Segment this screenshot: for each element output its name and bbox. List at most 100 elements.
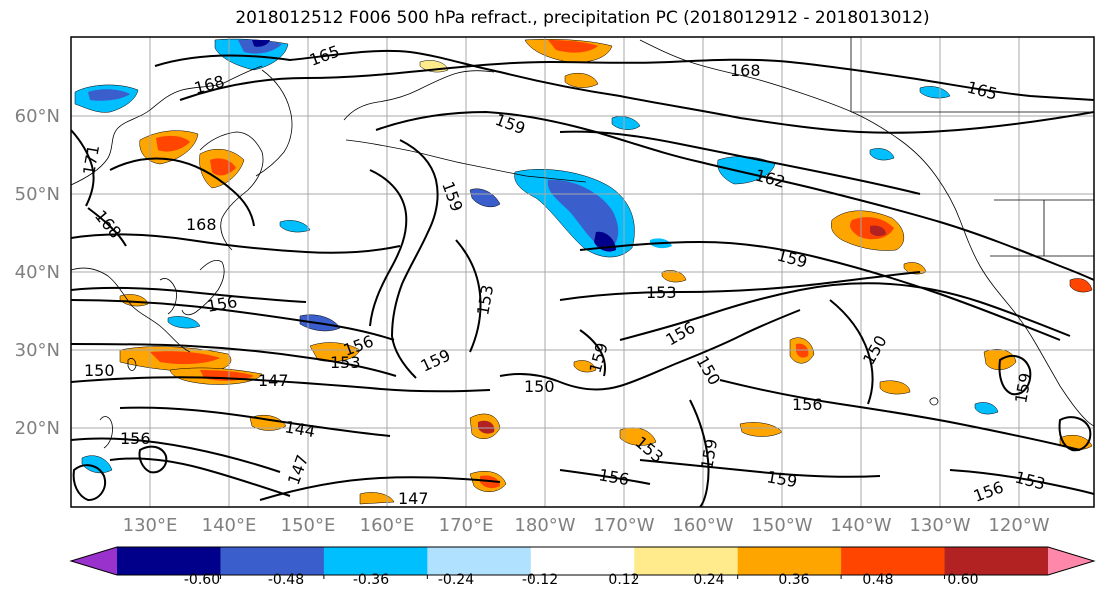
contour-156-f [559,469,651,485]
lon-label: 160°W [672,515,733,536]
contour-159-c [579,240,1061,341]
china-coast [71,267,191,353]
neg-shade-top-dark [252,40,270,47]
colorbar-tick-label: -0.48 [268,572,304,588]
lon-label: 130°E [123,515,178,536]
map-frame [70,36,1095,508]
asia-coast [71,65,263,186]
neg-shade-j [81,455,113,474]
pos-shade-ne-dark [870,225,886,237]
hawaii [929,397,939,406]
colorbar-tick-label: -0.24 [438,572,474,588]
lon-label: 120°W [988,515,1049,536]
contour-loop-a [138,445,168,474]
pos-shade-top-core [548,40,598,53]
precipitation-shading [74,38,1093,505]
contour-label: 147 [258,371,289,390]
contour-150-c [829,299,874,405]
lat-label: 50°N [15,184,60,205]
colorbar-tick-label: 0.12 [608,572,639,588]
contour-147-b [259,476,501,501]
contour-162-a [559,130,921,195]
contour-label: 153 [646,283,677,302]
contour-159-e [689,399,710,507]
contour-153-b [71,286,307,303]
bering-coast [343,70,495,121]
contour-label: 147 [398,489,429,508]
lon-label: 160°E [360,515,415,536]
lon-label: 170°E [439,515,494,536]
colorbar-segment [427,547,532,575]
contour-144-a [119,406,391,437]
philippines [99,416,113,449]
page-title: 2018012512 F006 500 hPa refract., precip… [235,8,930,28]
colorbar-segment [944,547,1049,575]
contour-label: 153 [330,353,361,372]
contour-153-d [949,469,1094,495]
neg-shade-f [919,86,951,99]
na-coast [959,219,1061,387]
taiwan-luzon [127,358,137,371]
contour-159-a [375,110,1094,281]
lat-label: 20°N [15,418,60,439]
contour-156-d [619,282,1071,341]
colorbar-tick-label: 0.48 [862,572,893,588]
contour-159-d [639,459,881,478]
contour-label: 156 [120,429,151,448]
colorbar-tick-label: 0.36 [778,572,809,588]
pos-shade-w30-core [150,351,220,365]
contour-156-g [579,329,606,377]
contour-label: 150 [524,377,555,396]
okhotsk-coast [199,131,264,251]
lat-label: 40°N [15,262,60,283]
contour-168-c [87,207,127,247]
contour-156-a [369,169,408,327]
colorbar-tick-label: -0.60 [184,572,220,588]
neg-shade-g [974,402,999,415]
contour-165-a [154,49,1094,134]
pos-shade-c15 [359,492,395,505]
lat-label: 30°N [15,340,60,361]
lon-label: 180°W [514,515,575,536]
colorbar-segment [117,547,221,575]
colorbar-extend-low [71,547,117,575]
colorbar-tick-label: -0.36 [353,572,389,588]
pos-shade-s20-core [478,420,495,434]
lat-label: 60°N [15,106,60,127]
contour-156-b [71,233,401,254]
contour-loop-d [998,354,1032,396]
colorbar-extend-high [1048,547,1094,575]
contour-171 [71,129,95,207]
neg-shade-c [167,316,201,329]
contour-156-c [71,299,395,341]
lon-label: 140°W [830,515,891,536]
contour-label: 150 [84,361,115,380]
contour-label: 156 [792,395,823,414]
contour-loop-c [1058,416,1092,452]
contour-150-a [71,343,397,377]
lon-label: 150°W [751,515,812,536]
contour-156-e [719,379,1081,451]
colorbar-tick-label: 0.60 [947,572,978,588]
japan [181,260,225,316]
colorbar-segment [323,547,428,575]
contour-tropics-b [109,457,291,497]
pos-shade-c13 [573,360,597,373]
longitude-labels: 130°E 140°E 150°E 160°E 170°E 180°W 170°… [123,515,1050,536]
contour-tropics-a [71,437,281,473]
colorbar-segment [634,547,739,575]
pos-shade-c12 [1069,278,1093,293]
aleutians [345,139,587,183]
contour-168-b [109,157,255,227]
lon-label: 140°E [202,515,257,536]
colorbar-tick-label: -0.12 [522,572,558,588]
colorbar-segment [841,547,946,575]
neg-shade-d [611,116,641,130]
colorbar-tick-labels: -0.60 -0.48 -0.36 -0.24 -0.12 0.12 0.24 … [184,572,979,588]
contour-147-a [71,376,491,393]
neg-shade-e [279,220,311,233]
lon-label: 130°W [909,515,970,536]
pos-shade-c8 [564,73,599,88]
pos-shade-c14 [119,294,149,307]
